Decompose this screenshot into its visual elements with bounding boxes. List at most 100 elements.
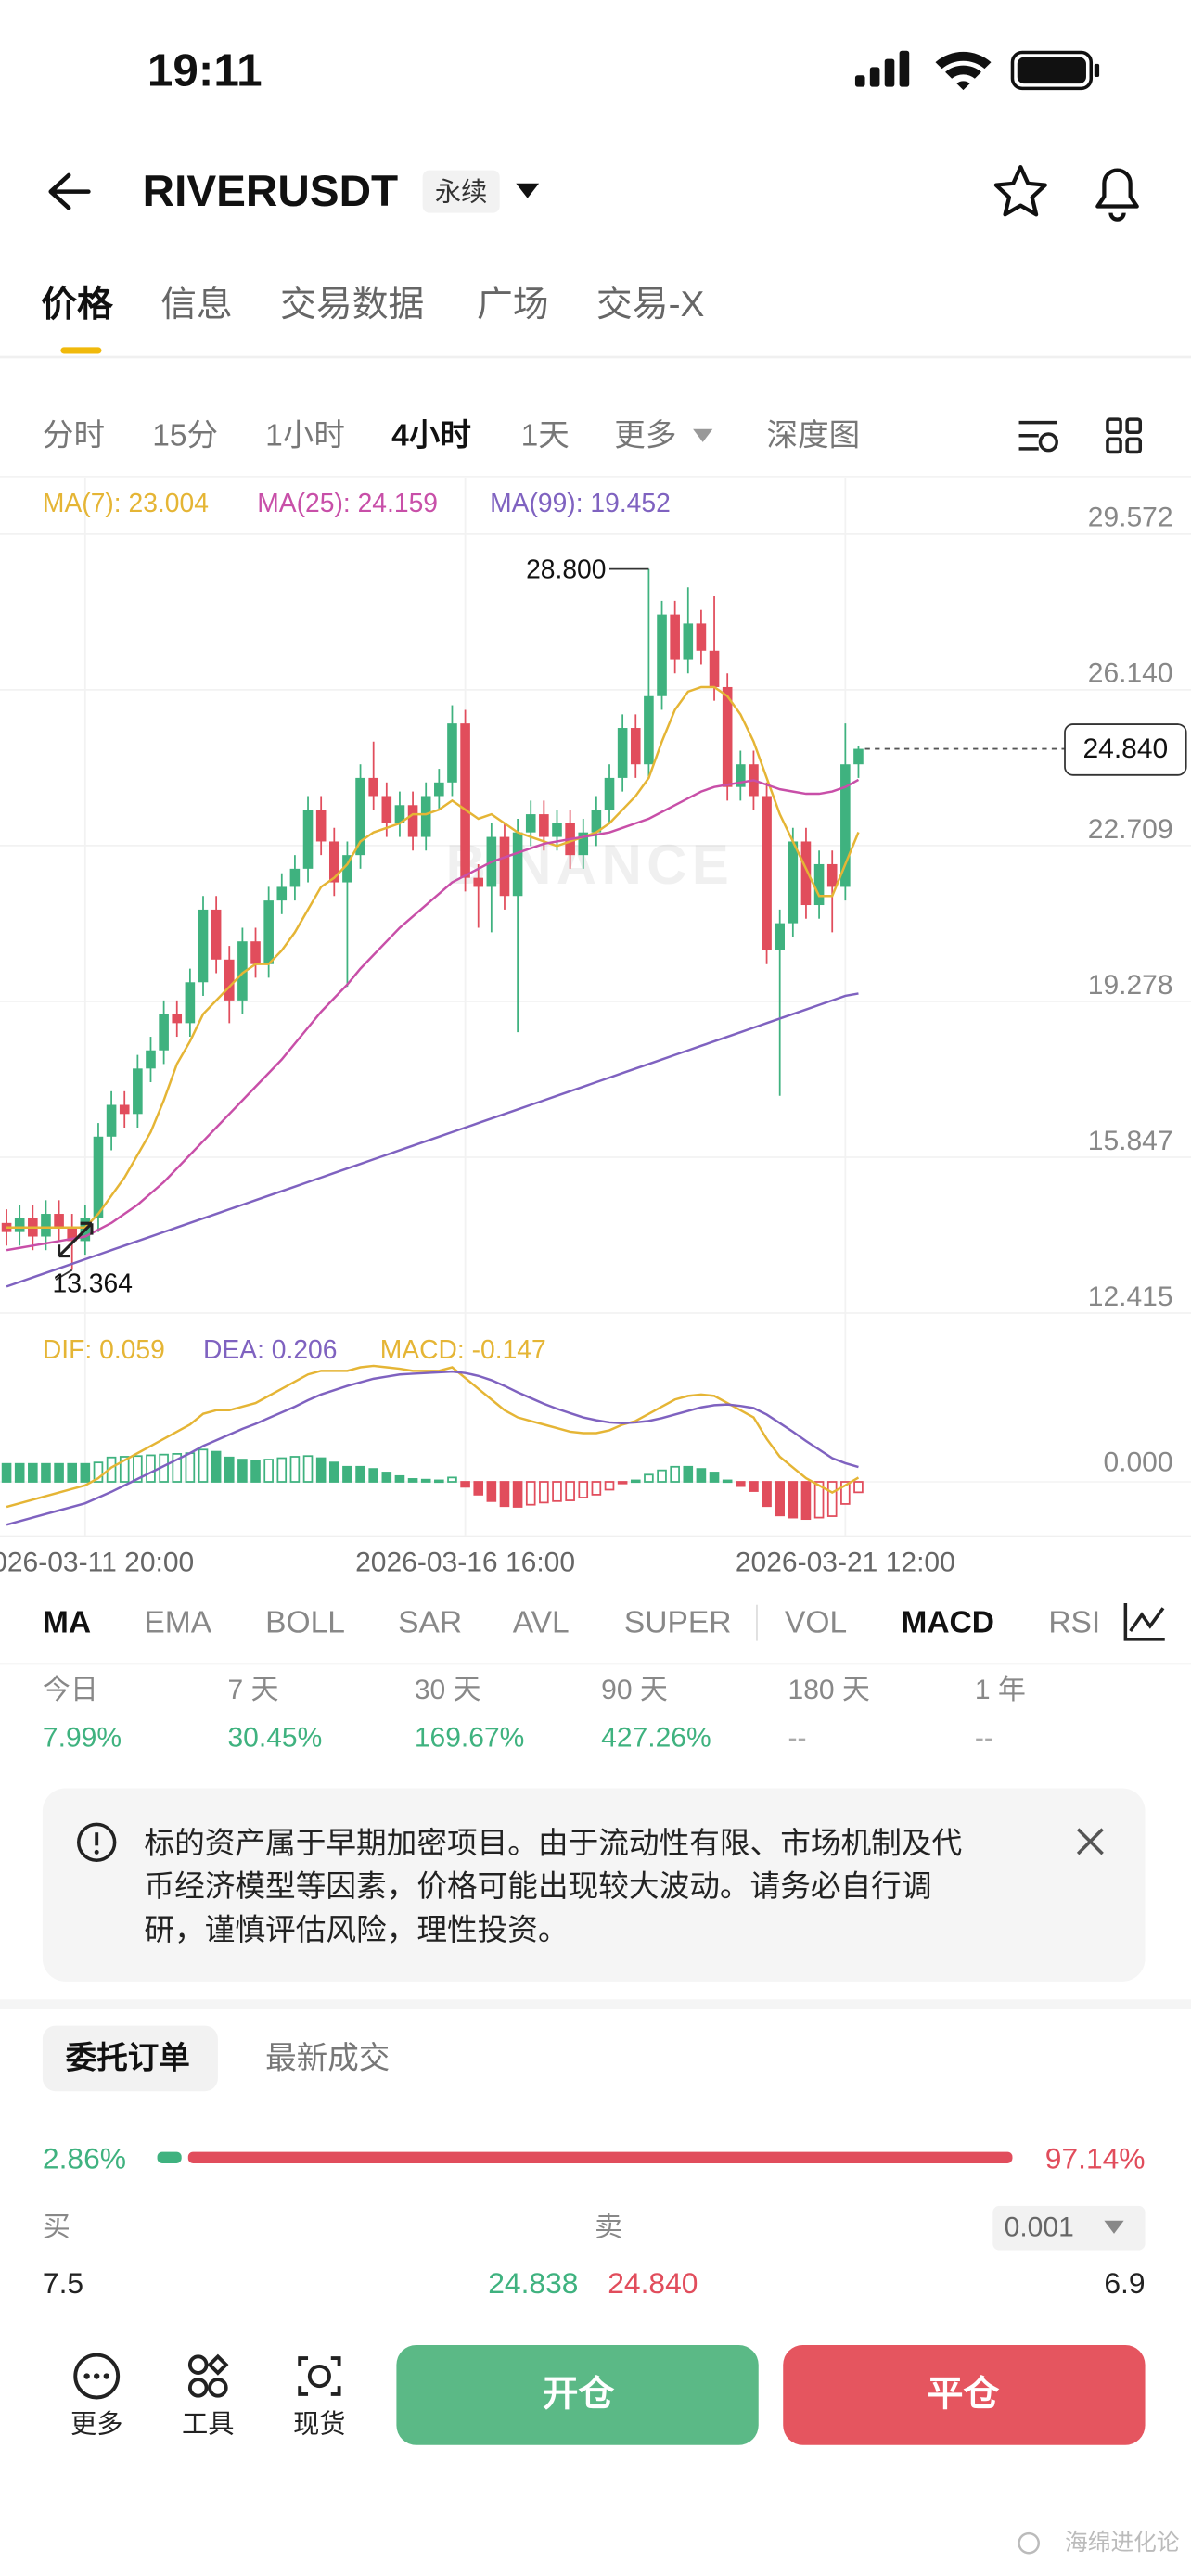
- active-tab-indicator: [60, 347, 102, 354]
- indicator-tab[interactable]: RSI: [1048, 1606, 1100, 1640]
- interval-more-caret[interactable]: [693, 428, 713, 442]
- macd-bar: [276, 1457, 288, 1483]
- notice-close[interactable]: [1076, 1828, 1104, 1855]
- last-price-box: [1064, 723, 1187, 776]
- macd-bar: [591, 1481, 602, 1496]
- more-icon[interactable]: [73, 2353, 121, 2400]
- candle-body: [826, 863, 838, 887]
- order-tab[interactable]: 委托订单: [66, 2040, 190, 2075]
- macd-bar: [381, 1472, 392, 1483]
- chart-settings-icon[interactable]: [1018, 420, 1058, 453]
- legend-entry: MA(25): 24.159: [257, 488, 438, 517]
- notice-box: [42, 1788, 1146, 1982]
- tools-icon[interactable]: [187, 2353, 229, 2398]
- macd-bar: [263, 1459, 274, 1483]
- main-tab[interactable]: 交易-X: [596, 285, 705, 325]
- macd-bar: [224, 1456, 235, 1483]
- candle-body: [420, 796, 431, 837]
- notice-text: 币经济模型等因素，价格可能出现较大波动。请务必自行调: [144, 1868, 931, 1903]
- macd-bar: [578, 1481, 589, 1498]
- main-tab[interactable]: 价格: [41, 285, 114, 325]
- indicator-tab[interactable]: VOL: [785, 1606, 847, 1640]
- status-icons: [854, 50, 1100, 91]
- macd-bar: [539, 1481, 549, 1504]
- precision-select[interactable]: [992, 2205, 1146, 2251]
- candle-body: [172, 1014, 183, 1024]
- main-tab[interactable]: 广场: [477, 285, 549, 325]
- interval-tab[interactable]: 深度图: [767, 417, 861, 453]
- indicator-tab[interactable]: SAR: [398, 1606, 462, 1640]
- candle-body: [67, 1227, 78, 1242]
- annotation-leader: [55, 1269, 73, 1281]
- close-button-bg[interactable]: [783, 2344, 1146, 2445]
- macd-bar: [762, 1481, 772, 1508]
- open-button-bg[interactable]: [396, 2344, 759, 2445]
- candle-body: [775, 923, 785, 950]
- candle-body: [578, 832, 589, 856]
- macd-bar: [525, 1481, 536, 1506]
- sell-qty: 6.9: [1104, 2266, 1145, 2300]
- candle-body: [683, 623, 694, 660]
- back-button[interactable]: [48, 172, 91, 210]
- indicator-tab[interactable]: SUPER: [624, 1606, 732, 1640]
- ask-price: 24.840: [608, 2266, 698, 2300]
- macd-bar: [67, 1462, 78, 1483]
- candle-body: [211, 909, 222, 960]
- candle-body: [630, 728, 641, 765]
- candle-body: [762, 796, 772, 950]
- candle-body: [499, 836, 510, 897]
- candle-body: [106, 1104, 117, 1137]
- expand-icon[interactable]: [57, 1221, 94, 1258]
- indicator-tab[interactable]: MACD: [901, 1606, 994, 1640]
- interval-tab[interactable]: 15分: [152, 418, 218, 453]
- interval-tab[interactable]: 更多: [614, 417, 676, 453]
- candle-body: [840, 764, 851, 887]
- macd-bar: [342, 1465, 352, 1483]
- close-button[interactable]: 平仓: [928, 2374, 1000, 2414]
- macd-bar: [28, 1462, 38, 1483]
- legend-entry: MA(99): 19.452: [490, 488, 671, 517]
- macd-bar: [709, 1472, 720, 1483]
- candle-body: [617, 728, 628, 778]
- precision-dropdown[interactable]: [1104, 2220, 1124, 2234]
- tool-label[interactable]: 工具: [182, 2409, 235, 2439]
- x-tick-label: 2026-03-21 12:00: [736, 1547, 955, 1577]
- symbol-dropdown[interactable]: [516, 183, 540, 198]
- interval-tab[interactable]: 4小时: [391, 417, 471, 453]
- spot-icon[interactable]: [298, 2356, 341, 2396]
- tool-label[interactable]: 现货: [293, 2409, 346, 2439]
- ma-line: [6, 778, 860, 1252]
- indicator-tab[interactable]: BOLL: [265, 1606, 345, 1640]
- main-tab[interactable]: 交易数据: [280, 285, 424, 325]
- indicator-tab[interactable]: AVL: [513, 1606, 570, 1640]
- candle-body: [133, 1068, 143, 1115]
- open-button[interactable]: 开仓: [543, 2374, 615, 2414]
- macd-bar: [499, 1481, 510, 1508]
- candle-body: [709, 650, 720, 687]
- interval-tab[interactable]: 分时: [43, 418, 105, 453]
- legend-entry: DIF: 0.059: [43, 1334, 165, 1364]
- macd-bar: [146, 1454, 156, 1483]
- precision[interactable]: 0.001: [1005, 2212, 1074, 2242]
- main-tab[interactable]: 信息: [160, 285, 233, 325]
- alert-button[interactable]: [1095, 168, 1139, 222]
- layout-icon[interactable]: [1106, 417, 1143, 454]
- candle-body: [722, 686, 733, 787]
- indicator-settings-icon[interactable]: [1113, 1596, 1191, 1652]
- macd-bar: [473, 1481, 484, 1496]
- candle-body: [696, 623, 707, 651]
- macd-bar: [434, 1479, 444, 1484]
- favorite-button[interactable]: [993, 165, 1047, 217]
- candle-body: [473, 877, 484, 887]
- period-label: 90 天: [601, 1675, 668, 1705]
- macd-bar: [617, 1481, 628, 1485]
- interval-tab[interactable]: 1天: [521, 418, 570, 453]
- notice-text: 标的资产属于早期加密项目。由于流动性有限、市场机制及代: [144, 1825, 962, 1859]
- indicator-tab[interactable]: MA: [43, 1606, 91, 1640]
- interval-tab[interactable]: 1小时: [265, 418, 345, 453]
- indicator-tab[interactable]: EMA: [144, 1606, 211, 1640]
- tool-label[interactable]: 更多: [70, 2409, 123, 2439]
- candle-body: [198, 909, 209, 983]
- order-tab[interactable]: 最新成交: [265, 2040, 390, 2075]
- sell-ratio-bar: [187, 2151, 1013, 2163]
